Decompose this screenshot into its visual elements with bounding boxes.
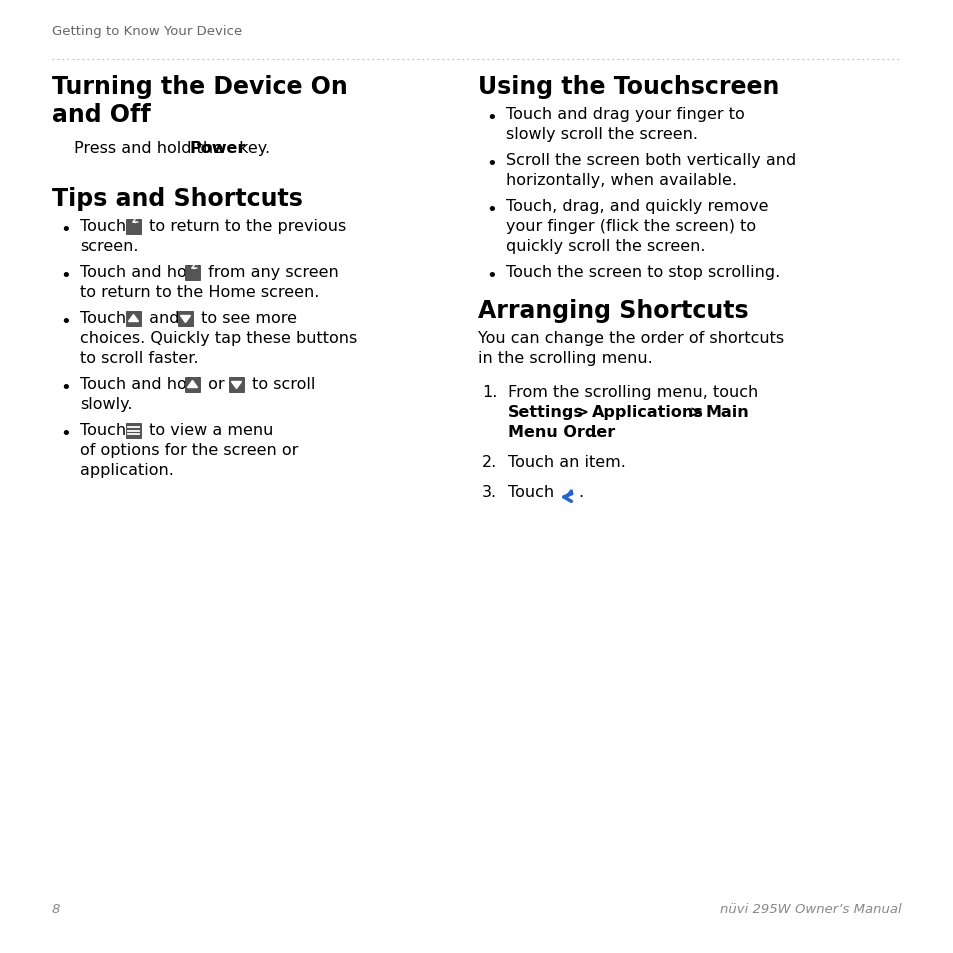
Text: Touch: Touch — [507, 484, 558, 499]
Text: Using the Touchscreen: Using the Touchscreen — [477, 75, 779, 99]
Text: Touch, drag, and quickly remove: Touch, drag, and quickly remove — [505, 199, 768, 213]
Text: Touch and hold: Touch and hold — [80, 376, 207, 392]
Text: You can change the order of shortcuts: You can change the order of shortcuts — [477, 331, 783, 346]
Text: Touch the screen to stop scrolling.: Touch the screen to stop scrolling. — [505, 265, 780, 280]
FancyBboxPatch shape — [126, 312, 141, 327]
FancyBboxPatch shape — [126, 220, 141, 234]
Text: from any screen: from any screen — [203, 265, 338, 280]
Text: Touch and drag your finger to: Touch and drag your finger to — [505, 107, 744, 122]
Text: horizontally, when available.: horizontally, when available. — [505, 172, 737, 188]
Text: Applications: Applications — [592, 405, 703, 419]
FancyArrowPatch shape — [563, 492, 572, 502]
FancyBboxPatch shape — [185, 377, 200, 393]
Text: your finger (flick the screen) to: your finger (flick the screen) to — [505, 219, 756, 233]
Text: to return to the Home screen.: to return to the Home screen. — [80, 285, 319, 299]
Text: to return to the previous: to return to the previous — [144, 219, 346, 233]
Text: •: • — [60, 267, 71, 285]
Text: screen.: screen. — [80, 239, 138, 253]
Text: .: . — [592, 424, 597, 439]
Text: Touch an item.: Touch an item. — [507, 455, 625, 470]
Text: 1.: 1. — [481, 385, 497, 399]
Text: •: • — [485, 154, 497, 172]
Text: slowly.: slowly. — [80, 396, 132, 412]
Text: 2.: 2. — [481, 455, 497, 470]
Text: key.: key. — [233, 141, 270, 156]
Text: of options for the screen or: of options for the screen or — [80, 442, 298, 457]
Text: Scroll the screen both vertically and: Scroll the screen both vertically and — [505, 152, 796, 168]
Polygon shape — [188, 381, 197, 388]
FancyArrowPatch shape — [192, 265, 196, 270]
FancyBboxPatch shape — [185, 266, 200, 281]
Text: Menu Order: Menu Order — [507, 424, 615, 439]
Text: slowly scroll the screen.: slowly scroll the screen. — [505, 127, 698, 142]
Text: application.: application. — [80, 462, 173, 477]
Text: Settings: Settings — [507, 405, 583, 419]
Text: •: • — [60, 221, 71, 239]
FancyBboxPatch shape — [229, 377, 244, 393]
Text: Touch and hold: Touch and hold — [80, 265, 207, 280]
Text: Main: Main — [705, 405, 749, 419]
Text: Touch: Touch — [80, 219, 132, 233]
FancyBboxPatch shape — [126, 423, 141, 438]
Text: >: > — [683, 405, 708, 419]
Text: •: • — [485, 201, 497, 219]
Text: to see more: to see more — [195, 311, 296, 326]
Text: to scroll faster.: to scroll faster. — [80, 351, 198, 366]
Polygon shape — [180, 316, 191, 323]
Text: and Off: and Off — [52, 103, 151, 127]
Text: From the scrolling menu, touch: From the scrolling menu, touch — [507, 385, 758, 399]
Text: >: > — [569, 405, 594, 419]
Text: Turning the Device On: Turning the Device On — [52, 75, 348, 99]
Text: •: • — [60, 424, 71, 442]
Polygon shape — [129, 315, 138, 322]
Text: 3.: 3. — [481, 484, 497, 499]
Text: choices. Quickly tap these buttons: choices. Quickly tap these buttons — [80, 331, 356, 346]
Text: .: . — [578, 484, 582, 499]
Text: Touch: Touch — [80, 311, 132, 326]
FancyBboxPatch shape — [178, 312, 193, 327]
FancyArrowPatch shape — [132, 219, 138, 223]
Text: •: • — [485, 109, 497, 127]
Text: Touch: Touch — [80, 422, 132, 437]
Text: Arranging Shortcuts: Arranging Shortcuts — [477, 298, 748, 323]
Text: or: or — [203, 376, 230, 392]
Text: nüvi 295W Owner’s Manual: nüvi 295W Owner’s Manual — [720, 902, 901, 915]
Text: Press and hold the: Press and hold the — [74, 141, 228, 156]
Text: Power: Power — [190, 141, 246, 156]
Text: •: • — [485, 267, 497, 285]
Text: and: and — [144, 311, 185, 326]
Text: 8: 8 — [52, 902, 60, 915]
Text: Tips and Shortcuts: Tips and Shortcuts — [52, 187, 302, 211]
Text: to scroll: to scroll — [247, 376, 315, 392]
Text: quickly scroll the screen.: quickly scroll the screen. — [505, 239, 705, 253]
Polygon shape — [232, 382, 241, 389]
Text: •: • — [60, 313, 71, 331]
Text: in the scrolling menu.: in the scrolling menu. — [477, 351, 652, 366]
Text: to view a menu: to view a menu — [144, 422, 274, 437]
Text: Getting to Know Your Device: Getting to Know Your Device — [52, 25, 242, 38]
Text: •: • — [60, 378, 71, 396]
